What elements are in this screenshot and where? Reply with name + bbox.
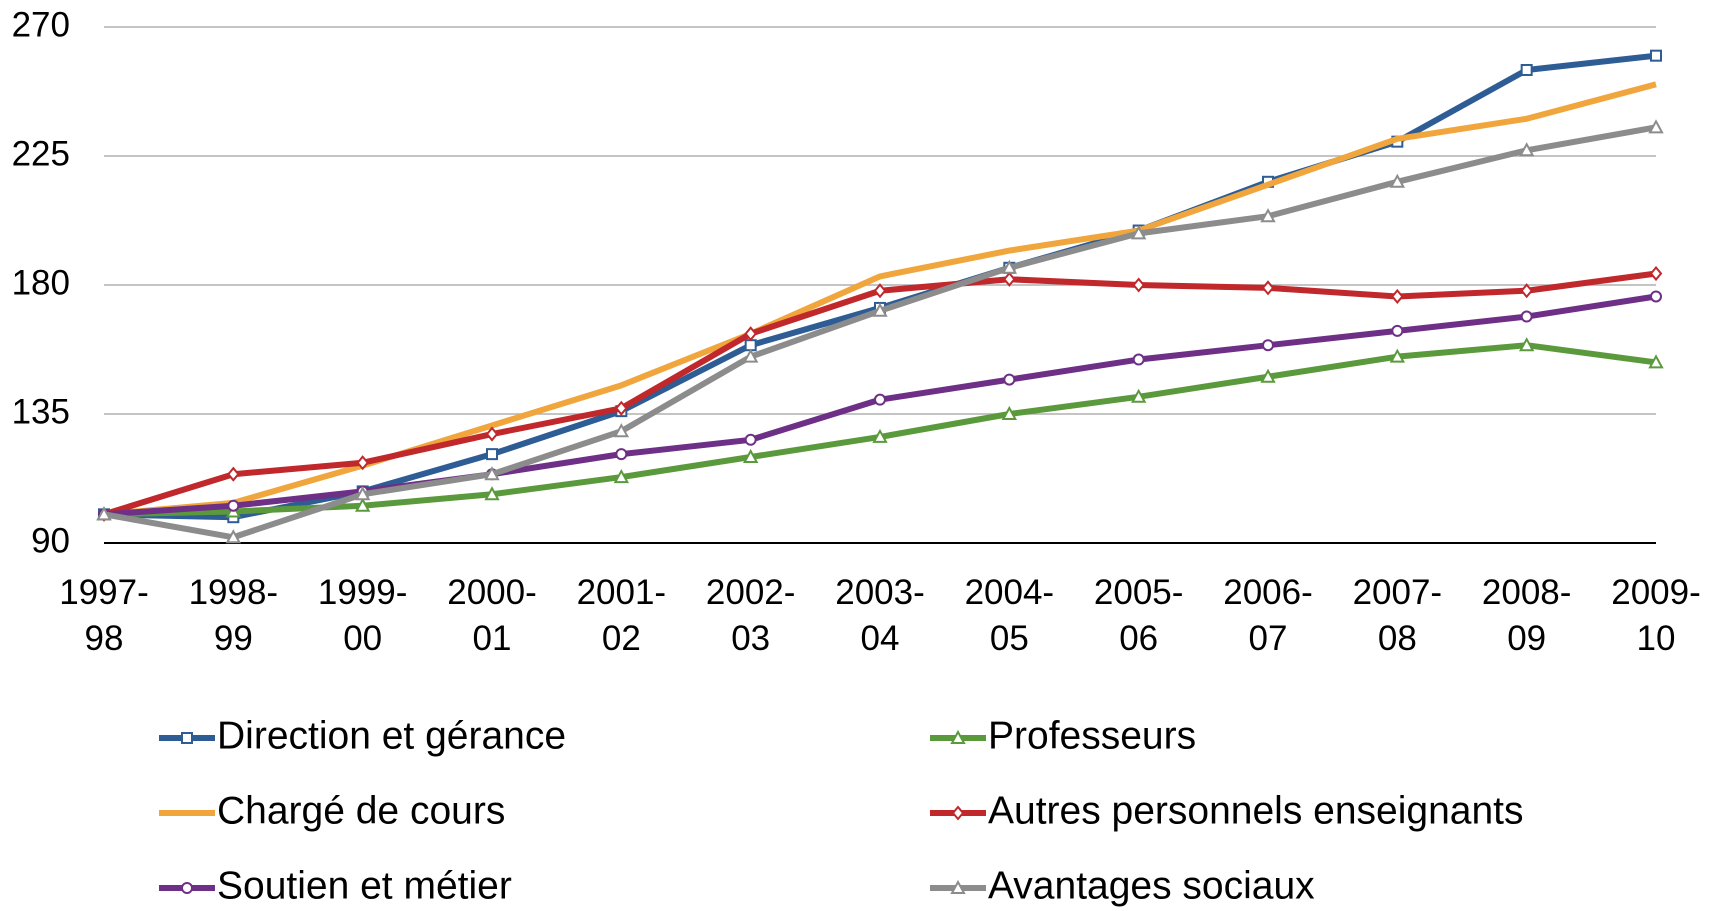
marker <box>225 529 242 544</box>
marker <box>1003 373 1016 386</box>
legend-label: Soutien et métier <box>217 864 512 907</box>
marker <box>181 732 193 744</box>
marker <box>1650 290 1662 303</box>
marker <box>1132 277 1145 293</box>
marker <box>1391 288 1404 305</box>
x-tick-label: 2008-09 <box>1482 573 1572 658</box>
marker <box>484 486 500 501</box>
marker <box>1518 337 1535 352</box>
x-tick-label: 2009-10 <box>1611 573 1701 658</box>
legend-label: Chargé de cours <box>217 789 505 832</box>
x-tick-label: 1998-99 <box>189 573 279 658</box>
marker <box>1520 310 1533 323</box>
marker <box>1520 64 1533 76</box>
marker <box>96 506 112 521</box>
marker <box>873 283 887 299</box>
y-tick-label: 225 <box>12 134 70 173</box>
marker <box>1518 142 1535 157</box>
marker <box>951 805 965 821</box>
marker <box>1650 49 1662 62</box>
marker <box>615 448 628 461</box>
marker <box>354 497 371 512</box>
x-tick-label: 2007-08 <box>1353 573 1443 658</box>
marker <box>615 400 628 416</box>
series-line <box>103 81 1657 518</box>
marker <box>1001 405 1018 420</box>
marker <box>742 348 759 363</box>
marker <box>356 455 369 471</box>
marker <box>485 426 499 442</box>
y-tick-label: 180 <box>12 263 70 302</box>
marker <box>1130 388 1147 403</box>
marker <box>950 729 966 744</box>
marker <box>1132 353 1145 366</box>
y-tick-label: 270 <box>12 5 70 44</box>
marker <box>744 326 757 342</box>
y-tick-label: 135 <box>12 392 70 431</box>
marker <box>744 433 757 446</box>
marker <box>1260 208 1276 223</box>
marker <box>1001 259 1018 274</box>
x-tick-label: 1999-00 <box>318 573 408 658</box>
marker <box>1520 283 1533 299</box>
marker <box>1130 225 1147 240</box>
legend-label: Avantages sociaux <box>988 864 1315 907</box>
marker <box>1389 348 1406 363</box>
marker <box>1262 339 1274 352</box>
marker <box>1648 119 1664 134</box>
marker <box>227 499 240 512</box>
marker <box>874 393 886 406</box>
x-tick-label: 2006-07 <box>1223 573 1313 658</box>
marker <box>1649 265 1663 282</box>
x-tick-label: 2000-01 <box>447 573 537 658</box>
marker <box>1003 271 1016 287</box>
marker <box>484 466 500 481</box>
marker <box>1648 354 1664 369</box>
x-tick-label: 2001-02 <box>577 573 667 658</box>
marker <box>742 448 759 463</box>
marker <box>1389 173 1406 188</box>
marker <box>1391 324 1404 337</box>
marker <box>227 466 240 482</box>
marker <box>354 486 371 501</box>
legend-label: Autres personnels enseignants <box>988 789 1524 832</box>
marker <box>613 423 630 438</box>
marker <box>950 879 966 894</box>
marker <box>1261 280 1275 296</box>
legend-label: Direction et gérance <box>217 714 566 757</box>
legend-label: Professeurs <box>988 714 1196 757</box>
x-tick-label: 2003-04 <box>835 573 925 658</box>
y-tick-label: 90 <box>31 521 70 560</box>
x-tick-label: 2004-05 <box>965 573 1055 658</box>
marker <box>872 428 888 443</box>
marker <box>613 468 630 484</box>
marker <box>872 302 888 317</box>
marker <box>181 882 193 894</box>
x-tick-label: 2002-03 <box>706 573 796 658</box>
marker <box>1260 368 1276 383</box>
x-tick-label: 2005-06 <box>1094 573 1184 658</box>
marker <box>486 448 498 461</box>
x-tick-label: 1997-98 <box>59 573 149 658</box>
